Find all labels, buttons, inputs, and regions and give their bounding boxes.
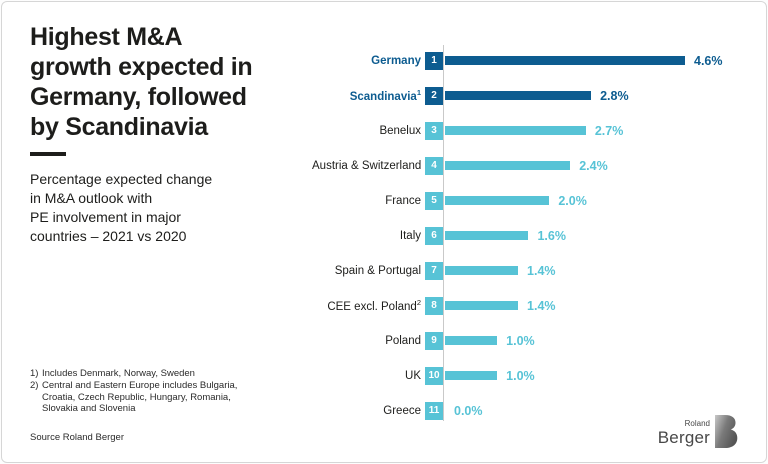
subtitle-line: countries – 2021 vs 2020 — [30, 228, 187, 244]
category-label: Poland — [385, 334, 421, 347]
page-title: Highest M&A growth expected in Germany, … — [30, 22, 298, 142]
title-line: Germany, followed — [30, 83, 247, 111]
rank-badge: 7 — [425, 261, 443, 280]
chart-row: France 5 2.0% — [312, 183, 762, 218]
rank-badge: 11 — [425, 401, 443, 420]
source-note: Source Roland Berger — [30, 432, 124, 443]
category-label: France — [385, 194, 421, 207]
bar — [445, 126, 586, 135]
value-label: 2.8% — [600, 88, 629, 103]
footnotes: 1) Includes Denmark, Norway, Sweden 2) C… — [30, 368, 250, 415]
bar — [445, 231, 529, 240]
category-label: UK — [405, 369, 421, 382]
title-separator — [30, 152, 66, 156]
chart-row: Poland 9 1.0% — [312, 323, 762, 358]
chart-row: Scandinavia1 2 2.8% — [312, 78, 762, 113]
category-label: Scandinavia1 — [349, 88, 421, 103]
chart-row: Greece 11 0.0% — [312, 393, 762, 428]
title-line: growth expected in — [30, 53, 253, 81]
chart-rows: Germany 1 4.6% Scandinavia1 2 2.8% Benelux 3 2.7… — [312, 43, 762, 428]
rank-badge: 9 — [425, 331, 443, 350]
footnote-text: Includes Denmark, Norway, Sweden — [42, 368, 195, 379]
footnote-text: Central and Eastern Europe includes Bulg… — [42, 379, 238, 415]
subtitle: Percentage expected change in M&A outloo… — [30, 170, 298, 246]
value-label: 4.6% — [694, 53, 723, 68]
logo-text: Roland Berger — [658, 420, 710, 448]
rank-badge: 3 — [425, 121, 443, 140]
value-label: 1.0% — [506, 368, 535, 383]
footnote: 2) Central and Eastern Europe includes B… — [30, 380, 250, 415]
value-label: 2.0% — [558, 193, 587, 208]
rank-badge: 8 — [425, 296, 443, 315]
bar — [445, 196, 550, 205]
chart-row: Spain & Portugal 7 1.4% — [312, 253, 762, 288]
rank-badge: 2 — [425, 86, 443, 105]
category-label: Benelux — [379, 124, 421, 137]
chart-row: CEE excl. Poland2 8 1.4% — [312, 288, 762, 323]
chart-row: Italy 6 1.6% — [312, 218, 762, 253]
category-label: Austria & Switzerland — [312, 159, 422, 172]
value-label: 1.4% — [527, 298, 556, 313]
category-label: Italy — [399, 229, 421, 242]
title-line: by Scandinavia — [30, 113, 208, 141]
rank-badge: 10 — [425, 366, 443, 385]
value-label: 1.6% — [537, 228, 566, 243]
bar — [445, 371, 498, 380]
value-label: 1.0% — [506, 333, 535, 348]
bar — [445, 266, 519, 275]
category-label: Spain & Portugal — [334, 264, 421, 277]
rank-badge: 4 — [425, 156, 443, 175]
chart-row: Austria & Switzerland 4 2.4% — [312, 148, 762, 183]
roland-berger-logo: Roland Berger — [658, 415, 738, 448]
rank-badge: 1 — [425, 51, 443, 70]
rank-badge: 6 — [425, 226, 443, 245]
subtitle-line: in M&A outlook with — [30, 190, 153, 206]
axis-line — [443, 45, 444, 421]
left-panel: Highest M&A growth expected in Germany, … — [30, 22, 298, 246]
logo-text-berger: Berger — [657, 428, 710, 447]
title-line: Highest M&A — [30, 23, 183, 51]
value-label: 2.4% — [579, 158, 608, 173]
bar — [445, 336, 498, 345]
bar — [445, 91, 592, 100]
roland-berger-b-icon — [715, 415, 738, 448]
bar-chart: Germany 1 4.6% Scandinavia1 2 2.8% Benelux 3 2.7… — [312, 43, 762, 428]
chart-row: UK 10 1.0% — [312, 358, 762, 393]
footnote-marker: 2) — [30, 379, 39, 391]
value-label: 2.7% — [594, 123, 624, 138]
footnote-marker: 1) — [30, 368, 39, 379]
footnote: 1) Includes Denmark, Norway, Sweden — [30, 368, 250, 380]
subtitle-line: PE involvement in major — [30, 209, 181, 225]
chart-row: Benelux 3 2.7% — [312, 113, 762, 148]
value-label: 1.4% — [527, 263, 556, 278]
value-label: 0.0% — [454, 403, 483, 418]
bar — [445, 161, 571, 170]
category-label: Germany — [371, 54, 421, 67]
subtitle-line: Percentage expected change — [30, 171, 213, 187]
rank-badge: 5 — [425, 191, 443, 210]
bar — [445, 301, 519, 310]
logo-text-roland: Roland — [684, 419, 710, 428]
category-label: Greece — [383, 404, 421, 417]
chart-row: Germany 1 4.6% — [312, 43, 762, 78]
category-label: CEE excl. Poland2 — [327, 298, 421, 313]
bar — [445, 56, 685, 65]
